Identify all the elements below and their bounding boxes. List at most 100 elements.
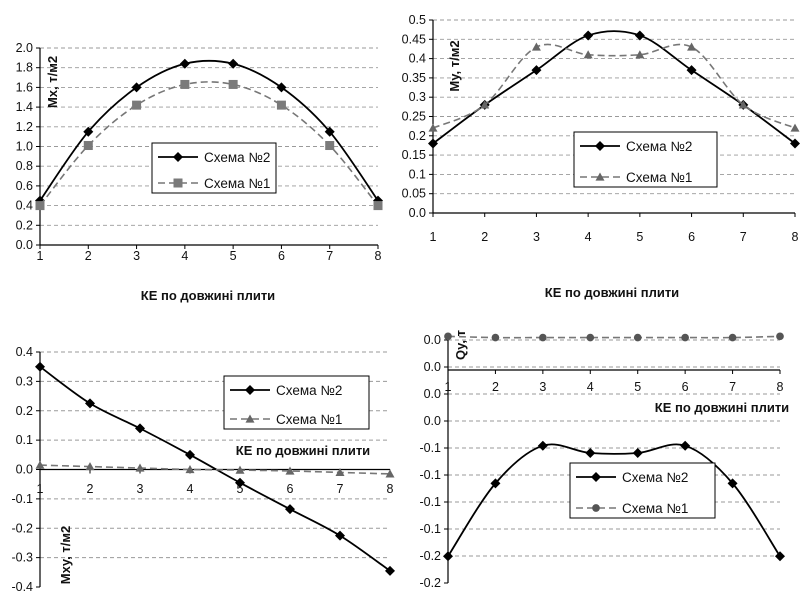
x-tick-label: 7 [729,380,736,394]
x-tick-label: 7 [326,249,333,263]
y-tick-label: 0.0 [424,387,441,401]
y-tick-label: -0.2 [419,549,441,563]
circle-marker [592,504,600,512]
x-tick-label: 3 [137,482,144,496]
chart-4: -0.2 -0.2 -0.1 -0.1 -0.1 -0.1 0.0 0.0 0.0 0.0 1 2 3 4… [419,330,789,590]
series-line-1 [39,365,391,572]
x-tick-label: 5 [230,249,237,263]
triangle-marker [285,466,295,475]
diamond-marker [173,152,183,162]
y-tick-label: 0.0 [16,463,33,477]
x-tick-label: 6 [287,482,294,496]
chart-1: 0.0 0.2 0.4 0.6 0.8 1.0 1.2 1.4 1.6 1.8 2.0 1 2 3 4 5 6 7… [16,41,383,303]
x-tick-label: 5 [636,230,643,244]
y-tick-label: -0.1 [11,492,33,506]
legend-label: Схема №2 [204,150,270,165]
y-tick-label: 0.4 [16,345,33,359]
x-tick-label: 2 [87,482,94,496]
diamond-marker [428,138,438,149]
legend: Схема №2 Схема №1 [569,462,716,519]
series-line-1 [432,30,796,145]
y-tick-label: 0.1 [409,167,426,181]
x-tick-label: 4 [587,380,594,394]
square-marker [325,141,335,151]
x-tick-label: 2 [85,249,92,263]
y-tick-label: -0.1 [419,495,441,509]
circle-marker [681,333,689,342]
circle-marker [728,333,737,342]
x-tick-label: 1 [37,482,44,496]
chart-2: 0.0 0.05 0.1 0.15 0.2 0.25 0.3 0.35 0.4 0.45 0.5 1 2… [402,13,800,300]
x-tick-label: 2 [481,230,488,244]
x-axis-title: КЕ по довжині плити [655,400,789,415]
diamond-marker [179,58,190,69]
legend-label: Схема №1 [626,170,692,185]
x-axis-title: КЕ по довжині плити [545,285,679,300]
x-tick-label: 7 [337,482,344,496]
x-tick-label: 4 [585,230,592,244]
diamond-marker [632,447,643,458]
y-tick-label: -0.4 [11,580,33,593]
triangle-marker [235,465,245,474]
x-tick-label: 1 [37,249,44,263]
triangle-marker [245,414,255,423]
triangle-marker [583,50,593,59]
diamond-marker [634,30,645,41]
x-tick-label: 8 [387,482,394,496]
triangle-marker [185,465,195,474]
circle-marker [586,333,595,342]
legend-label: Схема №2 [626,139,692,154]
x-tick-label: 2 [492,380,499,394]
x-tick-label: 1 [445,380,452,394]
y-tick-label: 1.8 [16,61,33,75]
y-tick-label: 0.2 [16,218,33,232]
x-axis-title: КЕ по довжині плити [141,288,275,303]
y-tick-label: 0.6 [16,179,33,193]
legend-box [151,142,277,194]
y-tick-label: 0.15 [402,148,426,162]
y-tick-label: -0.1 [419,468,441,482]
diamond-marker [135,423,145,434]
legend: Схема №2 Схема №1 [573,131,718,188]
legend-label: Схема №2 [622,470,688,485]
diamond-marker [285,504,295,515]
y-tick-label: 0.1 [16,433,33,447]
diamond-marker [591,472,601,482]
y-tick-label: 0.3 [16,374,33,388]
square-marker [373,201,383,211]
x-tick-label: 6 [278,249,285,263]
diamond-marker [775,551,785,562]
legend-label: Схема №1 [204,176,270,191]
x-axis-title: КЕ по довжині плити [236,443,370,458]
diamond-marker [35,361,45,372]
circle-marker [491,333,500,342]
square-marker [180,79,190,89]
diamond-marker [228,58,239,69]
y-tick-label: 0.0 [424,414,441,428]
x-tick-label: 1 [430,230,437,244]
x-tick-label: 4 [181,249,188,263]
y-tick-label: 0.4 [16,199,33,213]
x-tick-label: 5 [237,482,244,496]
y-tick-label: 0.0 [409,206,426,220]
diamond-marker [131,82,142,93]
diamond-marker [235,477,245,488]
series-line-2 [447,335,781,339]
y-tick-label: 0.4 [409,52,426,66]
y-axis-title: Mxy, т/м2 [58,526,73,584]
legend-label: Схема №2 [276,383,342,398]
triangle-marker [428,123,438,132]
circle-marker [539,333,547,342]
chart-3: -0.4 -0.3 -0.2 -0.1 0.0 0.1 0.2 0.3 0.4 1 2 3 4 5 6 7 8 К… [11,345,395,593]
square-marker [276,100,286,110]
diamond-marker [276,82,287,93]
y-tick-label: 0.05 [402,187,426,201]
y-tick-label: 0.35 [402,71,426,85]
y-tick-label: 0.2 [409,129,426,143]
diamond-marker [185,449,195,460]
x-tick-label: 4 [187,482,194,496]
diamond-marker [583,30,594,41]
diamond-marker [790,138,800,149]
triangle-marker [480,100,490,109]
